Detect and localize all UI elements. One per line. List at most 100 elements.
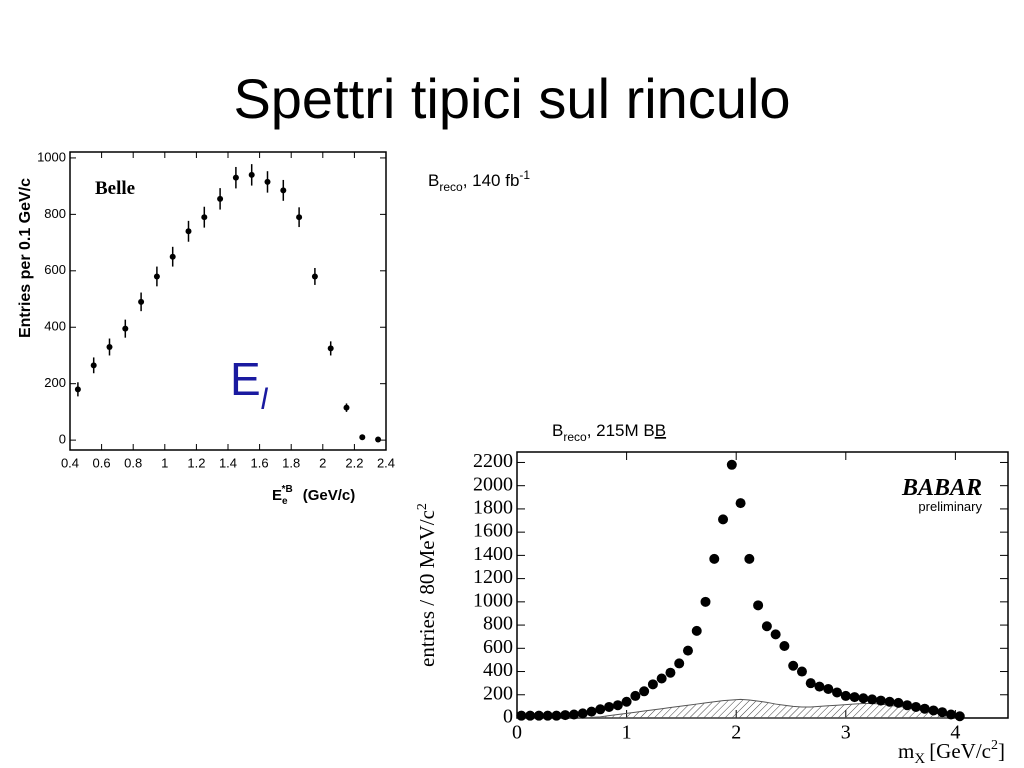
data-point bbox=[311, 273, 318, 280]
data-point bbox=[525, 710, 536, 721]
y-tick-label: 1000 bbox=[473, 589, 513, 611]
data-point bbox=[612, 700, 623, 711]
x-tick-label: 0.8 bbox=[124, 455, 142, 470]
data-point bbox=[217, 195, 224, 202]
y-title-sup: 2 bbox=[415, 503, 430, 510]
x-tick-label: 2.2 bbox=[345, 455, 363, 470]
data-point bbox=[122, 325, 129, 332]
data-point bbox=[682, 645, 693, 656]
x-axis-title: mX [GeV/c2] bbox=[898, 738, 1005, 767]
data-point bbox=[928, 705, 939, 716]
data-point bbox=[296, 214, 303, 221]
x-tick-label: 2 bbox=[731, 722, 741, 744]
data-point bbox=[280, 187, 287, 194]
x-title-sub: e bbox=[282, 496, 288, 507]
x-title-unit: (GeV/c) bbox=[303, 487, 356, 504]
annotation: Breco, 140 fb-1 bbox=[428, 168, 530, 194]
y-tick-label: 400 bbox=[44, 319, 66, 334]
data-point bbox=[106, 343, 113, 350]
data-point bbox=[919, 703, 930, 714]
data-point bbox=[647, 679, 658, 690]
background-area bbox=[521, 698, 960, 719]
data-point bbox=[796, 666, 807, 677]
y-tick-label: 1000 bbox=[37, 149, 66, 164]
data-point bbox=[867, 694, 878, 705]
annotation-sub: l bbox=[261, 383, 269, 416]
data-point bbox=[805, 678, 816, 689]
data-point bbox=[726, 459, 737, 470]
x-title-sub: X bbox=[914, 751, 925, 767]
data-point bbox=[551, 710, 562, 721]
data-point bbox=[248, 171, 255, 178]
x-axis-title: Ee*B (GeV/c) bbox=[272, 484, 355, 507]
data-point bbox=[744, 553, 755, 564]
data-point bbox=[823, 683, 834, 694]
y-tick-label: 1200 bbox=[473, 566, 513, 588]
data-point bbox=[639, 686, 650, 697]
data-point bbox=[875, 695, 886, 706]
note-text: , 140 fb bbox=[463, 171, 520, 190]
data-point bbox=[560, 710, 571, 721]
annotation-text: E bbox=[230, 353, 261, 405]
x-tick-label: 4 bbox=[950, 722, 960, 744]
y-tick-label: 1800 bbox=[473, 497, 513, 519]
data-point bbox=[858, 693, 869, 704]
data-point bbox=[516, 710, 527, 721]
annotation: El bbox=[230, 353, 269, 416]
note-text: , 215M B bbox=[587, 421, 655, 440]
x-title-unit: [GeV/c bbox=[929, 739, 991, 763]
chart-subtitle: preliminary bbox=[918, 499, 982, 514]
data-point bbox=[674, 658, 685, 669]
data-point bbox=[232, 174, 239, 181]
data-point bbox=[937, 707, 948, 718]
data-point bbox=[814, 681, 825, 692]
data-point bbox=[665, 667, 676, 678]
note-text: B bbox=[655, 421, 666, 440]
data-point bbox=[832, 687, 843, 698]
data-point bbox=[630, 690, 641, 701]
y-tick-label: 2000 bbox=[473, 473, 513, 495]
y-tick-label: 800 bbox=[483, 613, 513, 635]
data-point bbox=[542, 710, 553, 721]
data-point bbox=[709, 553, 720, 564]
x-tick-label: 1.2 bbox=[187, 455, 205, 470]
data-point bbox=[656, 673, 667, 684]
x-tick-label: 3 bbox=[841, 722, 851, 744]
data-point bbox=[753, 600, 764, 611]
data-point bbox=[185, 228, 192, 235]
x-tick-label: 1.8 bbox=[282, 455, 300, 470]
x-title-sup: 2 bbox=[991, 738, 998, 753]
note-text: B bbox=[428, 171, 439, 190]
x-tick-label: 2.4 bbox=[377, 455, 395, 470]
x-tick-label: 1 bbox=[622, 722, 632, 744]
data-point bbox=[586, 706, 597, 717]
chart-title: Belle bbox=[95, 178, 135, 199]
data-point bbox=[718, 514, 729, 525]
data-point bbox=[735, 498, 746, 509]
y-tick-label: 1600 bbox=[473, 520, 513, 542]
data-point bbox=[788, 660, 799, 671]
y-axis-title: entries / 80 MeV/c2 bbox=[415, 503, 439, 667]
data-point bbox=[264, 178, 271, 185]
data-point bbox=[954, 711, 965, 722]
note-sub: reco bbox=[563, 430, 587, 444]
note-text: B bbox=[552, 421, 563, 440]
y-title-text: entries / 80 MeV/c bbox=[415, 510, 439, 667]
data-point bbox=[359, 434, 366, 441]
x-title-text: E bbox=[272, 487, 282, 504]
data-point bbox=[849, 692, 860, 703]
data-point bbox=[568, 709, 579, 720]
note-sup: -1 bbox=[519, 168, 530, 182]
data-point bbox=[770, 629, 781, 640]
data-point bbox=[893, 697, 904, 708]
y-tick-label: 1400 bbox=[473, 543, 513, 565]
data-point bbox=[375, 436, 382, 443]
x-title-text: m bbox=[898, 739, 914, 763]
data-point bbox=[74, 386, 81, 393]
annotation: Breco, 215M BB bbox=[552, 421, 666, 444]
data-point bbox=[779, 640, 790, 651]
data-point bbox=[840, 690, 851, 701]
data-point bbox=[595, 704, 606, 715]
x-title-end: ] bbox=[998, 739, 1005, 763]
